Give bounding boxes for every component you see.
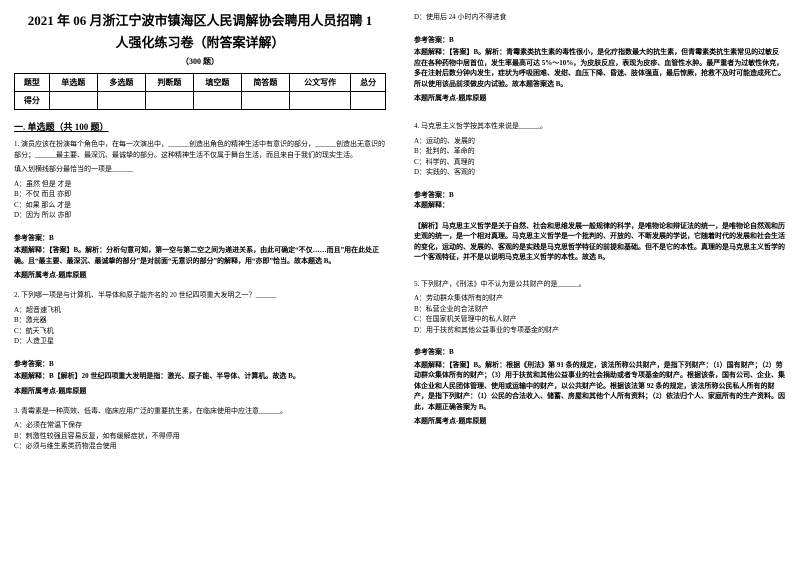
q5-opt-a: A：劳动群众集体所有的财产 [414, 293, 786, 304]
q2-answer: 参考答案：B [14, 359, 386, 370]
q5-answer: 参考答案：B [414, 347, 786, 358]
q1-num: 1. [14, 140, 19, 148]
th-multi: 多选题 [97, 74, 145, 92]
q1-opt-b: B：不仅 而且 亦即 [14, 189, 386, 200]
q5-stem: 5. 下列财产，《刑法》中不认为是公共财产的是______。 [414, 279, 786, 290]
q2-text: 下列哪一项是与计算机、半导体和原子能齐名的 20 世纪四项重大发明之一？____… [21, 291, 277, 299]
q5-explanation: 本题解释：【答案】B。解析：根据《刑法》第 91 条的规定，该法所称公共财产，是… [414, 360, 786, 413]
section-1-heading: 一. 单选题（共 100 题） [14, 120, 386, 133]
th-single: 单选题 [49, 74, 97, 92]
q3-num: 3. [14, 407, 19, 415]
q1-stem: 1. 演员应该在扮演每个角色中，在每一次演出中，______创造出角色的精神生活… [14, 139, 386, 160]
doc-title-line1: 2021 年 06 月浙江宁波市镇海区人民调解协会聘用人员招聘 1 [14, 12, 386, 30]
q5-opt-d: D：用于扶贫和其他公益事业的专项基金的财产 [414, 325, 786, 336]
th-judge: 判断题 [145, 74, 193, 92]
th-short: 简答题 [241, 74, 289, 92]
q1-opt-d: D：因为 所以 亦即 [14, 210, 386, 221]
td-score-label: 得分 [15, 92, 50, 110]
q3-answer: 参考答案：B [414, 35, 786, 46]
th-doc: 公文写作 [289, 74, 350, 92]
q3-explanation: 本题解释：【答案】B。解析：青霉素类抗生素的毒性很小，是化疗指数最大的抗生素，但… [414, 47, 786, 89]
q2-opt-b: B：激光器 [14, 315, 386, 326]
q1-explanation: 本题解释：【答案】B。解析：分析句意可知，第一空与第二空之间为递进关系，由此可确… [14, 245, 386, 266]
q4-stem: 4. 马克思主义哲学按其本性来说是______。 [414, 121, 786, 132]
q2-explanation: 本题解释：B【解析】20 世纪四项重大发明是指：激光、原子能、半导体、计算机。故… [14, 371, 386, 382]
exam-page: 2021 年 06 月浙江宁波市镇海区人民调解协会聘用人员招聘 1 人强化练习卷… [0, 0, 800, 565]
td-blank [49, 92, 97, 110]
q5-opts: A：劳动群众集体所有的财产 B：私营企业的合法财产 C：在国家机关管理中的私人财… [414, 293, 786, 335]
th-total: 总分 [351, 74, 386, 92]
q3-opt-c: C：必须与维生素类药物混合使用 [14, 441, 386, 452]
q3-opts-left: A：必须在常温下保存 B：刺激性较强且容易反复，如有缓解症状，不得停用 C：必须… [14, 420, 386, 452]
right-column: D：使用后 24 小时内不得进食 参考答案：B 本题解释：【答案】B。解析：青霉… [400, 0, 800, 565]
q4-opts: A：运动的、发展的 B：批判的、革命的 C：科学的、真理的 D：实践的、客观的 [414, 136, 786, 178]
td-blank [351, 92, 386, 110]
q2-num: 2. [14, 291, 19, 299]
q4-text: 马克思主义哲学按其本性来说是______。 [421, 122, 547, 130]
td-blank [289, 92, 350, 110]
q3-opt-d-row: D：使用后 24 小时内不得进食 [414, 12, 786, 23]
q4-num: 4. [414, 122, 419, 130]
q3-stem: 3. 青霉素是一种高效、低毒、临床应用广泛的重要抗生素，在临床使用中应注意___… [14, 406, 386, 417]
th-fill: 填空题 [193, 74, 241, 92]
table-score-row: 得分 [15, 92, 386, 110]
left-column: 2021 年 06 月浙江宁波市镇海区人民调解协会聘用人员招聘 1 人强化练习卷… [0, 0, 400, 565]
table-header-row: 题型 单选题 多选题 判断题 填空题 简答题 公文写作 总分 [15, 74, 386, 92]
q2-opt-d: D：人造卫星 [14, 336, 386, 347]
td-blank [241, 92, 289, 110]
q3-source: 本题所属考点-题库原题 [414, 93, 786, 103]
q1-tail: 填入划横线部分最恰当的一项是______ [14, 164, 386, 175]
td-blank [193, 92, 241, 110]
q1-opt-a: A：虽然 但是 才是 [14, 179, 386, 190]
q4-opt-b: B：批判的、革命的 [414, 146, 786, 157]
total-count: （300 题） [14, 56, 386, 67]
td-blank [97, 92, 145, 110]
q2-source: 本题所属考点-题库原题 [14, 386, 386, 396]
q4-opt-d: D：实践的、客观的 [414, 167, 786, 178]
q3-opt-b: B：刺激性较强且容易反复，如有缓解症状，不得停用 [14, 431, 386, 442]
q1-opts: A：虽然 但是 才是 B：不仅 而且 亦即 C：如果 那么 才是 D：因为 所以… [14, 179, 386, 221]
q5-opt-b: B：私营企业的合法财产 [414, 304, 786, 315]
q4-opt-c: C：科学的、真理的 [414, 157, 786, 168]
q4-opt-a: A：运动的、发展的 [414, 136, 786, 147]
q5-opt-c: C：在国家机关管理中的私人财产 [414, 314, 786, 325]
q1-answer: 参考答案：B [14, 233, 386, 244]
q2-opts: A：超音速飞机 B：激光器 C：航天飞机 D：人造卫星 [14, 305, 386, 347]
score-table: 题型 单选题 多选题 判断题 填空题 简答题 公文写作 总分 得分 [14, 73, 386, 110]
q4-explanation: 【解析】马克思主义哲学是关于自然、社会和思维发展一般规律的科学，是唯物论和辩证法… [414, 221, 786, 263]
q5-source: 本题所属考点-题库原题 [414, 416, 786, 426]
q1-source: 本题所属考点-题库原题 [14, 270, 386, 280]
q1-opt-c: C：如果 那么 才是 [14, 200, 386, 211]
q3-opt-d: D：使用后 24 小时内不得进食 [414, 12, 786, 23]
doc-title-line2: 人强化练习卷（附答案详解） [14, 34, 386, 52]
q2-opt-c: C：航天飞机 [14, 326, 386, 337]
q2-opt-a: A：超音速飞机 [14, 305, 386, 316]
q3-text: 青霉素是一种高效、低毒、临床应用广泛的重要抗生素，在临床使用中应注意______… [21, 407, 287, 415]
q5-num: 5. [414, 280, 419, 288]
q4-answer: 参考答案：B [414, 190, 786, 201]
th-type: 题型 [15, 74, 50, 92]
q2-stem: 2. 下列哪一项是与计算机、半导体和原子能齐名的 20 世纪四项重大发明之一？_… [14, 290, 386, 301]
q3-opt-a: A：必须在常温下保存 [14, 420, 386, 431]
q4-expl-label: 本题解释： [414, 200, 786, 211]
q5-text: 下列财产，《刑法》中不认为是公共财产的是______。 [421, 280, 586, 288]
q1-text: 演员应该在扮演每个角色中，在每一次演出中，______创造出角色的精神生活中有意… [14, 140, 385, 159]
td-blank [145, 92, 193, 110]
